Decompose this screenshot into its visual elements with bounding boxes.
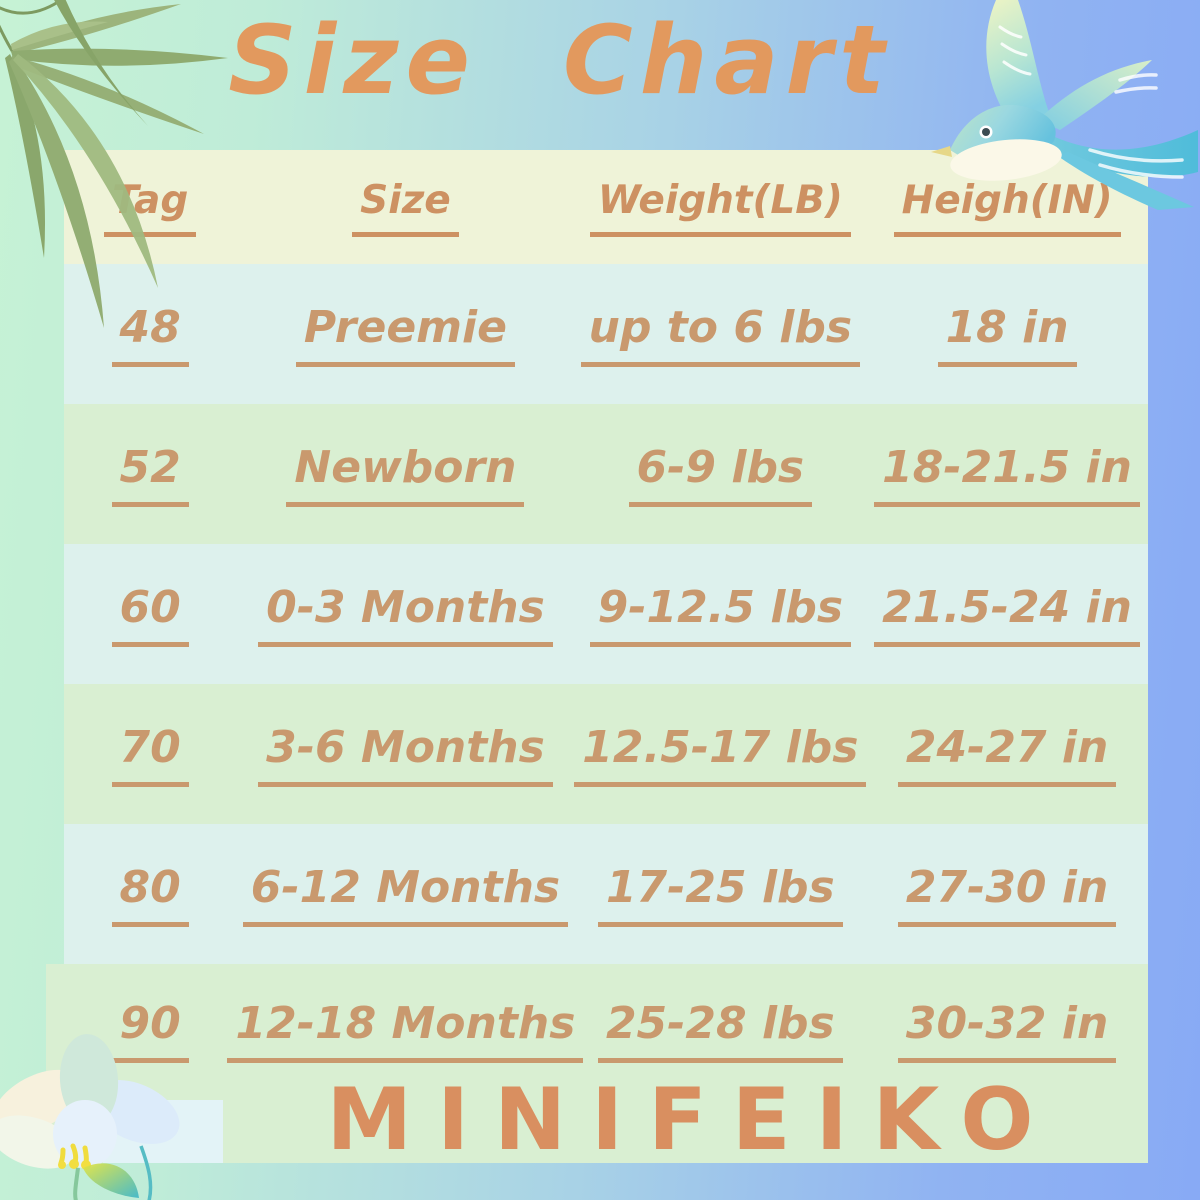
table-row: 60 0-3 Months 9-12.5 lbs 21.5-24 in [64,544,1148,684]
cell-text: 12-18 Months [227,998,584,1063]
cell-text: 24-27 in [897,722,1117,787]
pale-blue-block [103,1100,223,1163]
table-cell: 24-27 in [897,722,1117,787]
cell-text: 6-12 Months [242,862,569,927]
table-row: 80 6-12 Months 17-25 lbs 27-30 in [64,824,1148,964]
table-cell: 52 [111,442,189,507]
column-header-weight: Weight(LB) [589,178,851,237]
table-cell: 25-28 lbs [597,998,843,1063]
table-cell: 90 [111,998,189,1063]
cell-text: 6-9 lbs [628,442,813,507]
cell-text: 48 [111,302,189,367]
table-cell: up to 6 lbs [580,302,861,367]
last-row-left-patch [46,964,64,1163]
table-cell: 60 [111,582,189,647]
table-cell: 6-12 Months [242,862,569,927]
cell-text: 60 [111,582,189,647]
column-header-tag: Tag [104,178,197,237]
table-cell: 6-9 lbs [628,442,813,507]
cell-text: 90 [111,998,189,1063]
table-cell: 70 [111,722,189,787]
cell-text: 9-12.5 lbs [589,582,852,647]
cell-text: 0-3 Months [258,582,553,647]
table-row: 48 Preemie up to 6 lbs 18 in [64,264,1148,404]
table-cell: 12-18 Months [227,998,584,1063]
column-header-size: Size [352,178,459,237]
table-cell: Preemie [295,302,515,367]
page-title: Size Chart [228,6,892,116]
cell-text: 52 [111,442,189,507]
cell-text: 18-21.5 in [874,442,1140,507]
table-cell: 21.5-24 in [874,582,1140,647]
size-chart-table: Tag Size Weight(LB) Heigh(IN) 48 Preemie u… [64,150,1148,1163]
cell-text: up to 6 lbs [580,302,861,367]
table-cell: 30-32 in [897,998,1117,1063]
table-cell: 12.5-17 lbs [574,722,867,787]
table-cell: Newborn [286,442,525,507]
cell-text: 70 [111,722,189,787]
cell-text: 17-25 lbs [597,862,843,927]
table-cell: 18-21.5 in [874,442,1140,507]
table-cell: 27-30 in [897,862,1117,927]
table-body: 48 Preemie up to 6 lbs 18 in 52 Newborn 6-9 lb… [64,264,1148,1163]
column-header-height: Heigh(IN) [893,178,1121,237]
table-cell: 0-3 Months [258,582,553,647]
cell-text: 21.5-24 in [874,582,1140,647]
table-cell: 9-12.5 lbs [589,582,852,647]
table-cell: 80 [111,862,189,927]
cell-text: 12.5-17 lbs [574,722,867,787]
cell-text: Newborn [286,442,525,507]
table-cell: 48 [111,302,189,367]
cell-text: 3-6 Months [258,722,553,787]
cell-text: 80 [111,862,189,927]
table-row: 52 Newborn 6-9 lbs 18-21.5 in [64,404,1148,544]
table-row: 90 12-18 Months 25-28 lbs 30-32 in [64,964,1148,1163]
cell-text: 30-32 in [897,998,1117,1063]
table-header-row: Tag Size Weight(LB) Heigh(IN) [64,150,1148,264]
table-cell: 3-6 Months [258,722,553,787]
cell-text: Preemie [295,302,515,367]
brand-name: MINIFEIKO [326,1070,1059,1170]
table-row: 70 3-6 Months 12.5-17 lbs 24-27 in [64,684,1148,824]
table-cell: 17-25 lbs [597,862,843,927]
cell-text: 25-28 lbs [597,998,843,1063]
table-cell: 18 in [937,302,1077,367]
cell-text: 18 in [937,302,1077,367]
cell-text: 27-30 in [897,862,1117,927]
